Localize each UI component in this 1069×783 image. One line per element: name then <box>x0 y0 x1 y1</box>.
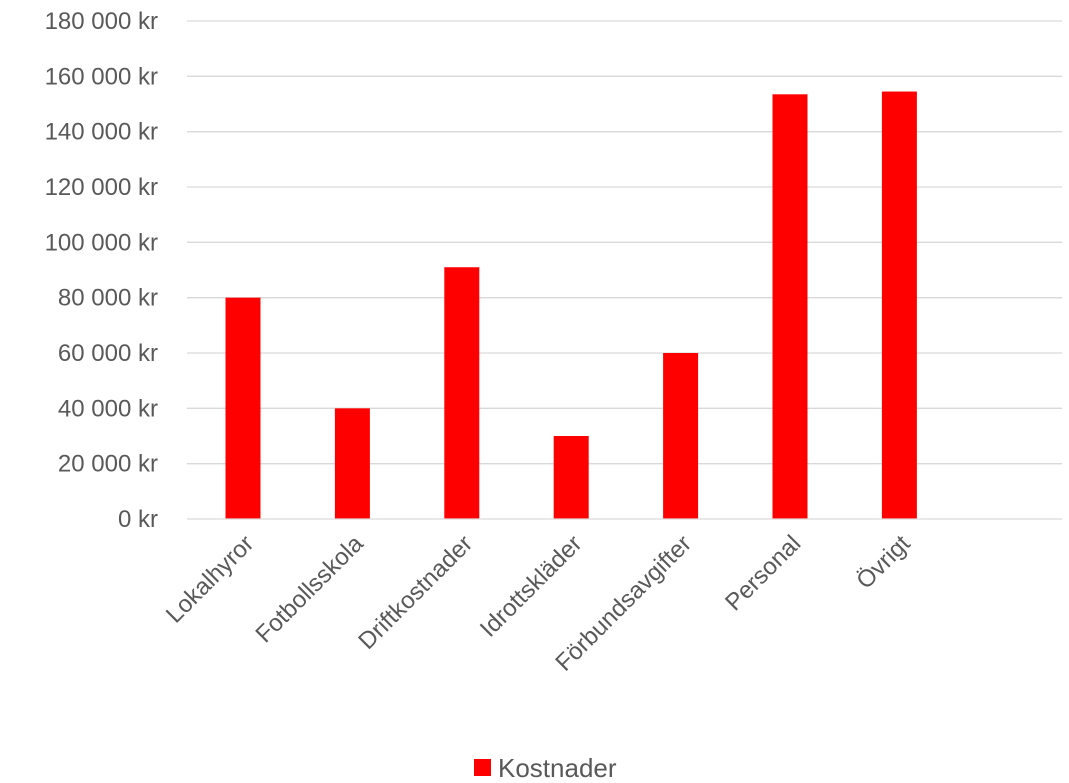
x-category-label: Fotbollsskola <box>251 530 370 649</box>
x-category-label: Idrottskläder <box>475 530 587 642</box>
x-category-label: Driftkostnader <box>353 530 478 655</box>
y-tick-label: 100 000 kr <box>45 229 158 256</box>
x-category-label: Lokalhyror <box>161 530 259 628</box>
legend: Kostnader <box>474 753 617 783</box>
y-tick-label: 20 000 kr <box>58 451 158 478</box>
bar-4 <box>663 353 699 519</box>
y-tick-label: 0 kr <box>118 506 158 533</box>
bar-2 <box>444 267 480 519</box>
y-axis-tick-labels: 0 kr 20 000 kr 40 000 kr 60 000 kr 80 000 kr… <box>45 8 158 533</box>
y-tick-label: 40 000 kr <box>58 395 158 422</box>
x-category-label: Övrigt <box>851 530 916 595</box>
bars <box>225 91 917 520</box>
y-tick-label: 180 000 kr <box>45 8 158 35</box>
x-category-label: Personal <box>720 530 806 616</box>
bar-6 <box>881 91 917 520</box>
y-tick-label: 120 000 kr <box>45 174 158 201</box>
y-tick-label: 80 000 kr <box>58 285 158 312</box>
y-tick-label: 140 000 kr <box>45 119 158 146</box>
y-tick-label: 160 000 kr <box>45 63 158 90</box>
legend-swatch-kostnader <box>474 759 491 776</box>
legend-label-kostnader: Kostnader <box>498 753 617 783</box>
bar-5 <box>772 94 808 520</box>
y-tick-label: 60 000 kr <box>58 340 158 367</box>
gridlines <box>187 20 1062 465</box>
bar-1 <box>334 408 370 519</box>
bar-3 <box>553 436 589 519</box>
bar-0 <box>225 297 261 519</box>
x-axis-category-labels: LokalhyrorFotbollsskolaDriftkostnaderIdr… <box>161 530 916 677</box>
